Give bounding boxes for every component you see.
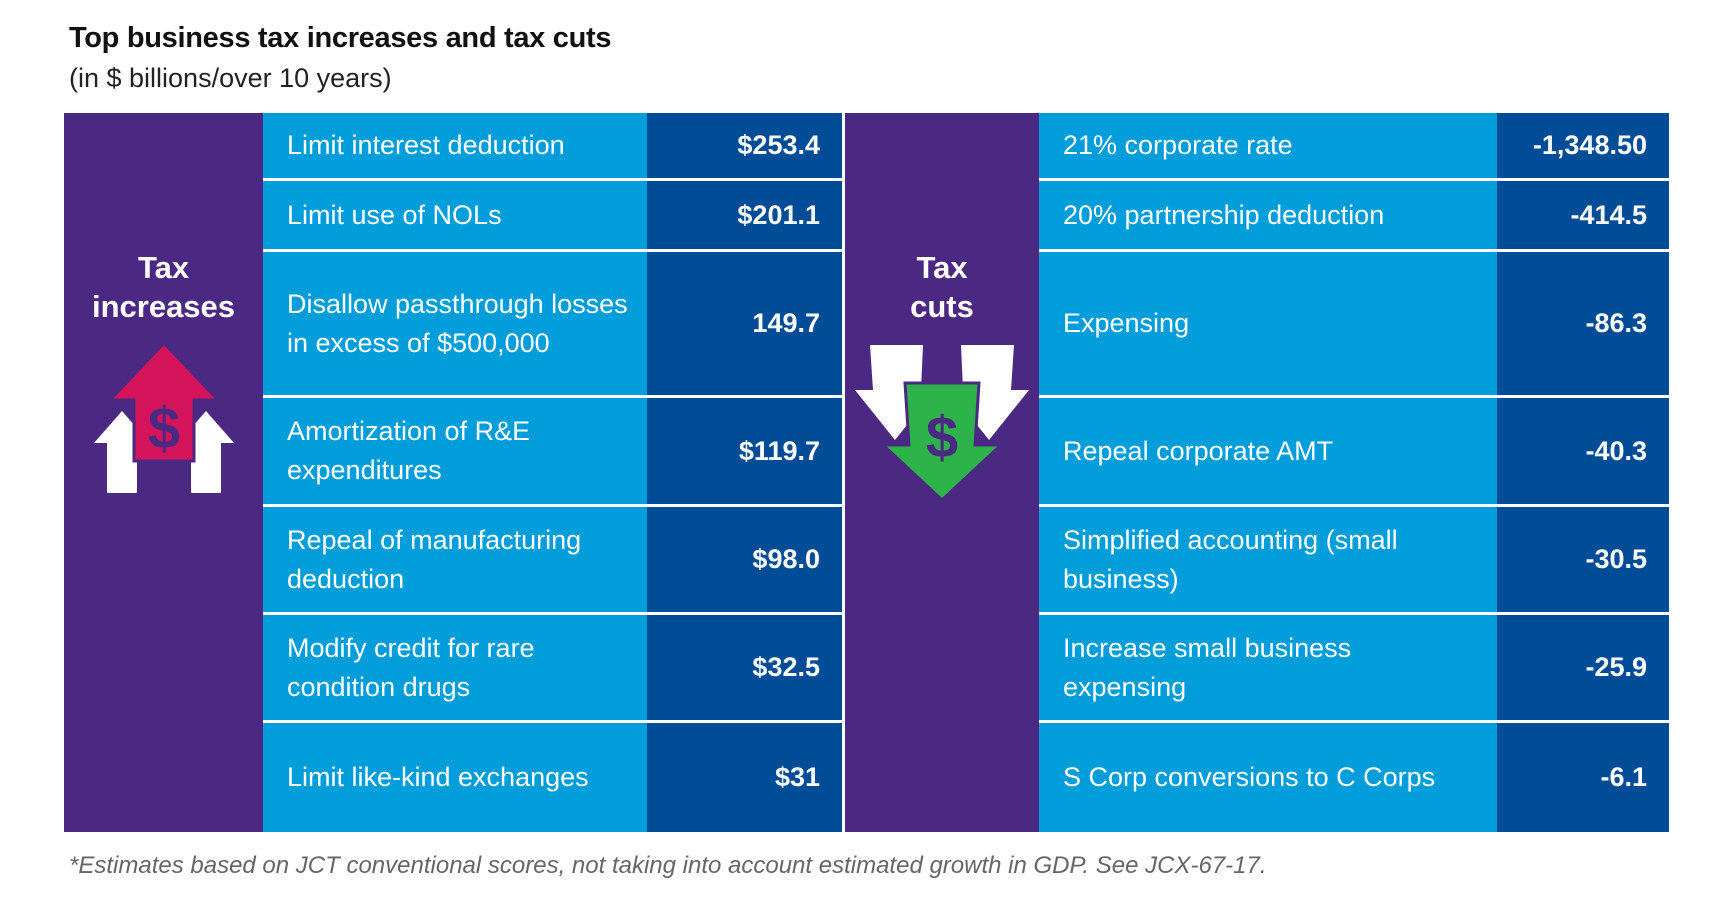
- table-row: Modify credit for rare condition drugs $3…: [263, 615, 842, 720]
- row-label: Limit use of NOLs: [263, 181, 647, 249]
- tax-increases-panel: Tax increases $: [64, 113, 263, 832]
- row-label: Limit interest deduction: [263, 113, 647, 178]
- table-row: Limit like-kind exchanges $31: [263, 723, 842, 832]
- table-row: Simplified accounting (small business) -3…: [1039, 507, 1669, 612]
- row-label: Modify credit for rare condition drugs: [263, 615, 647, 720]
- row-value: 149.7: [647, 252, 842, 395]
- row-label: Increase small business expensing: [1039, 615, 1497, 720]
- row-value: $31: [647, 723, 842, 832]
- row-value: $32.5: [647, 615, 842, 720]
- row-value: -1,348.50: [1497, 113, 1669, 178]
- table-row: Amortization of R&E expenditures $119.7: [263, 398, 842, 504]
- table-row: S Corp conversions to C Corps -6.1: [1039, 723, 1669, 832]
- row-value: -86.3: [1497, 252, 1669, 395]
- tax-cuts-panel: Tax cuts $: [845, 113, 1039, 832]
- table-row: 21% corporate rate -1,348.50: [1039, 113, 1669, 178]
- row-value: $98.0: [647, 507, 842, 612]
- row-label: 21% corporate rate: [1039, 113, 1497, 178]
- heading-line: Tax: [137, 250, 190, 285]
- table-row: Increase small business expensing -25.9: [1039, 615, 1669, 720]
- row-label: Expensing: [1039, 252, 1497, 395]
- dollar-down-arrows-icon: $: [845, 345, 1039, 500]
- table-row: Repeal of manufacturing deduction $98.0: [263, 507, 842, 612]
- row-value: -30.5: [1497, 507, 1669, 612]
- table-row: Repeal corporate AMT -40.3: [1039, 398, 1669, 504]
- dollar-up-arrows-icon: $: [64, 343, 263, 493]
- footnote: *Estimates based on JCT conventional sco…: [69, 852, 1267, 879]
- tax-cuts-heading: Tax cuts: [845, 248, 1039, 326]
- row-value: $119.7: [647, 398, 842, 504]
- page-subtitle: (in $ billions/over 10 years): [69, 63, 392, 93]
- table-row: Expensing -86.3: [1039, 252, 1669, 395]
- heading-line: increases: [91, 289, 236, 324]
- table-row: 20% partnership deduction -414.5: [1039, 181, 1669, 249]
- row-label: Repeal of manufacturing deduction: [263, 507, 647, 612]
- row-label: Disallow passthrough losses in excess of…: [263, 252, 647, 395]
- row-label: 20% partnership deduction: [1039, 181, 1497, 249]
- svg-text:$: $: [926, 405, 958, 470]
- tax-increases-heading: Tax increases: [64, 248, 263, 326]
- heading-line: Tax: [916, 250, 968, 285]
- row-value: -25.9: [1497, 615, 1669, 720]
- divider: [842, 113, 845, 832]
- row-value: -414.5: [1497, 181, 1669, 249]
- row-label: Limit like-kind exchanges: [263, 723, 647, 832]
- table-row: Limit interest deduction $253.4: [263, 113, 842, 178]
- page-title: Top business tax increases and tax cuts: [69, 22, 612, 54]
- row-label: Amortization of R&E expenditures: [263, 398, 647, 504]
- row-value: $201.1: [647, 181, 842, 249]
- row-value: -40.3: [1497, 398, 1669, 504]
- row-value: $253.4: [647, 113, 842, 178]
- row-value: -6.1: [1497, 723, 1669, 832]
- svg-text:$: $: [147, 396, 179, 461]
- row-label: Simplified accounting (small business): [1039, 507, 1497, 612]
- table-row: Disallow passthrough losses in excess of…: [263, 252, 842, 395]
- row-label: Repeal corporate AMT: [1039, 398, 1497, 504]
- heading-line: cuts: [910, 289, 974, 324]
- row-label: S Corp conversions to C Corps: [1039, 723, 1497, 832]
- table-row: Limit use of NOLs $201.1: [263, 181, 842, 249]
